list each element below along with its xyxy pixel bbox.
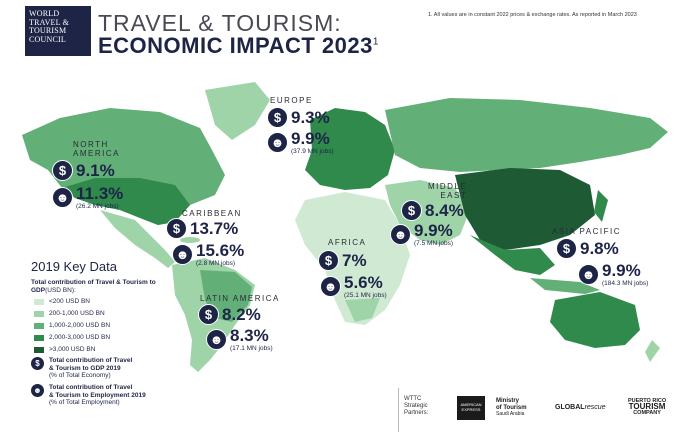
australia [550, 292, 640, 348]
stat-africa-gdp: $ 7% [318, 250, 367, 271]
ap-emp-value: 9.9% [602, 261, 641, 280]
stat-europe-gdp: $ 9.3% [267, 107, 330, 128]
na-emp-value: 11.3% [76, 184, 124, 203]
stat-me-emp: ☻ 9.9% (7.5 MN jobs) [390, 222, 453, 247]
world-map [22, 82, 668, 372]
dollar-icon: $ [556, 238, 577, 259]
russia [385, 98, 668, 172]
africa [295, 192, 410, 325]
new-zealand [645, 340, 660, 362]
central-america [100, 210, 175, 268]
legend-swatch [34, 322, 44, 329]
partners-divider [398, 388, 399, 432]
partners-label: WTTC Strategic Partners: [404, 396, 429, 416]
legend-swatch [34, 310, 44, 317]
na-jobs: (26.2 MN jobs) [76, 203, 119, 210]
person-icon: ☻ [31, 384, 44, 397]
legend-item-4: 2,000-3,000 USD BN [34, 334, 110, 341]
legend-item-2: 200-1,000 USD BN [34, 310, 105, 317]
region-label-north-america: NORTH AMERICA [73, 140, 120, 158]
legend-item-5: >3,000 USD BN [34, 346, 95, 353]
wttc-logo: World Travel & Tourism Council [25, 6, 91, 56]
key-subtitle: Total contribution of Travel & Tourism t… [31, 279, 156, 294]
me-jobs: (7.5 MN jobs) [414, 240, 454, 247]
dollar-icon: $ [31, 357, 44, 370]
europe-emp-value: 9.9% [291, 129, 330, 148]
stat-caribbean-gdp: $ 13.7% [166, 218, 238, 239]
stat-europe-emp: ☻ 9.9% (37.9 MN jobs) [267, 130, 334, 155]
puerto-rico-tourism-logo: PUERTO RICO TOURISM COMPANY [628, 398, 667, 416]
legend-item-1: <200 USD BN [34, 298, 90, 305]
stat-na-gdp: $ 9.1% [52, 160, 115, 181]
key-emp-desc: ☻ Total contribution of Travel & Tourism … [31, 384, 146, 407]
region-label-europe: EUROPE [270, 96, 313, 105]
ap-gdp-value: 9.8% [580, 238, 619, 258]
europe-gdp-value: 9.3% [291, 107, 330, 127]
dollar-icon: $ [52, 160, 73, 181]
title-line-1: TRAVEL & TOURISM: [98, 10, 342, 36]
china [455, 168, 595, 250]
africa-emp-value: 5.6% [344, 273, 383, 292]
southern-africa [345, 298, 380, 322]
africa-jobs: (25.1 MN jobs) [344, 292, 387, 299]
ministry-of-tourism-logo: Ministry of Tourism Saudi Arabia [496, 398, 527, 417]
usa [62, 178, 190, 225]
title-line-2: ECONOMIC IMPACT 20231 [98, 33, 379, 58]
me-gdp-value: 8.4% [425, 200, 464, 220]
person-icon: ☻ [267, 132, 288, 153]
person-icon: ☻ [206, 329, 227, 350]
dollar-icon: $ [198, 304, 219, 325]
stat-africa-emp: ☻ 5.6% (25.1 MN jobs) [320, 274, 387, 299]
legend-swatch [34, 298, 44, 305]
stat-caribbean-emp: ☻ 15.6% (2.8 MN jobs) [172, 242, 244, 267]
indonesia [530, 278, 600, 294]
caribbean-gdp-value: 13.7% [190, 218, 239, 238]
stat-la-gdp: $ 8.2% [198, 304, 261, 325]
stat-ap-gdp: $ 9.8% [556, 238, 619, 259]
amex-logo: AMERICAN EXPRESS [457, 396, 485, 420]
dollar-icon: $ [401, 200, 422, 221]
dollar-icon: $ [267, 107, 288, 128]
caribbean-emp-value: 15.6% [196, 241, 245, 260]
legend-swatch [34, 346, 44, 353]
caribbean-jobs: (2.8 MN jobs) [196, 260, 236, 267]
region-label-asia-pacific: ASIA PACIFIC [552, 227, 621, 236]
stat-na-emp: ☻ 11.3% (26.2 MN jobs) [52, 185, 123, 210]
greenland [205, 82, 270, 140]
europe [305, 108, 395, 190]
region-label-middle-east: MIDDLE EAST [428, 182, 468, 200]
footnote: 1. All values are in constant 2022 price… [428, 12, 637, 18]
stat-me-gdp: $ 8.4% [401, 200, 464, 221]
person-icon: ☻ [390, 224, 411, 245]
caribbean-islands [180, 237, 200, 243]
la-jobs: (17.1 MN jobs) [230, 345, 273, 352]
la-emp-value: 8.3% [230, 326, 269, 345]
stat-la-emp: ☻ 8.3% (17.1 MN jobs) [206, 327, 273, 352]
ap-jobs: (184.3 MN jobs) [602, 280, 649, 287]
legend-swatch [34, 334, 44, 341]
dollar-icon: $ [166, 218, 187, 239]
me-emp-value: 9.9% [414, 221, 453, 240]
stat-ap-emp: ☻ 9.9% (184.3 MN jobs) [578, 262, 648, 287]
person-icon: ☻ [52, 187, 73, 208]
region-label-latin-america: LATIN AMERICA [200, 294, 280, 303]
legend-item-3: 1,000-2,000 USD BN [34, 322, 110, 329]
south-asia [470, 235, 555, 275]
dollar-icon: $ [318, 250, 339, 271]
na-gdp-value: 9.1% [76, 160, 115, 180]
europe-jobs: (37.9 MN jobs) [291, 148, 334, 155]
person-icon: ☻ [578, 264, 599, 285]
person-icon: ☻ [172, 244, 193, 265]
key-gdp-desc: $ Total contribution of Travel & Tourism … [31, 357, 132, 380]
key-title: 2019 Key Data [31, 259, 118, 274]
global-rescue-logo: GLOBALrescue [555, 404, 606, 411]
person-icon: ☻ [320, 276, 341, 297]
region-label-africa: AFRICA [328, 238, 367, 247]
japan [594, 190, 608, 222]
la-gdp-value: 8.2% [222, 304, 261, 324]
africa-gdp-value: 7% [342, 250, 367, 270]
region-label-caribbean: CARIBBEAN [182, 209, 242, 218]
